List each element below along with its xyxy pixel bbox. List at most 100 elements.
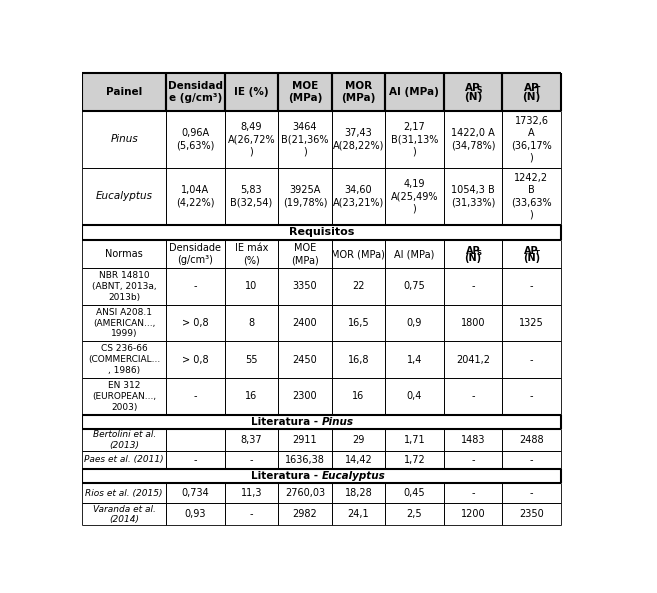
Text: 1483: 1483 [461, 435, 485, 445]
Text: 2,5: 2,5 [407, 509, 422, 519]
Text: IE (%): IE (%) [234, 87, 269, 97]
Bar [82, 378, 166, 415]
Bar [385, 240, 443, 268]
Bar [332, 503, 385, 525]
Text: 1200: 1200 [461, 509, 486, 519]
Bar [82, 342, 166, 378]
Text: 2488: 2488 [519, 435, 544, 445]
Bar [385, 111, 443, 168]
Text: 1054,3 B
(31,33%): 1054,3 B (31,33%) [451, 186, 495, 208]
Bar [385, 74, 443, 111]
Bar [502, 268, 560, 305]
Text: 14,42: 14,42 [344, 455, 373, 465]
Bar [443, 74, 502, 111]
Text: Requisitos: Requisitos [288, 228, 354, 237]
Bar [443, 268, 502, 305]
Text: 22: 22 [352, 282, 365, 291]
Bar [166, 305, 225, 342]
Text: 8,37: 8,37 [240, 435, 262, 445]
Text: (N): (N) [523, 253, 540, 263]
Bar [166, 429, 225, 451]
Bar [225, 503, 278, 525]
Bar [443, 111, 502, 168]
Bar [502, 111, 560, 168]
Text: T: T [535, 250, 540, 256]
Text: MOE
(MPa): MOE (MPa) [288, 81, 322, 103]
Text: 2041,2: 2041,2 [456, 355, 490, 365]
Bar [82, 451, 166, 468]
Bar [502, 74, 560, 111]
Bar [82, 305, 166, 342]
Text: -: - [194, 282, 197, 291]
Text: 37,43
A(28,22%): 37,43 A(28,22%) [332, 129, 384, 151]
Bar [332, 483, 385, 503]
Text: Literatura -: Literatura - [251, 471, 321, 481]
Text: 1,4: 1,4 [407, 355, 422, 365]
Bar [82, 168, 166, 225]
Bar [82, 429, 166, 451]
Text: AI (MPa): AI (MPa) [394, 249, 434, 259]
Bar [166, 240, 225, 268]
Bar [278, 74, 332, 111]
Text: Bertolini et al.
(2013): Bertolini et al. (2013) [93, 431, 156, 450]
Bar [278, 378, 332, 415]
Bar [225, 268, 278, 305]
Text: 3925A
(19,78%): 3925A (19,78%) [283, 186, 327, 208]
Text: MOR (MPa): MOR (MPa) [331, 249, 385, 259]
Text: 1732,6
A
(36,17%
): 1732,6 A (36,17% ) [511, 116, 552, 162]
Bar [502, 429, 560, 451]
Bar [166, 451, 225, 468]
Bar [443, 342, 502, 378]
Bar [166, 483, 225, 503]
Text: Densidade
(g/cm³): Densidade (g/cm³) [170, 243, 221, 265]
Bar [443, 305, 502, 342]
Text: Pinus: Pinus [110, 135, 138, 145]
Text: -: - [471, 455, 474, 465]
Bar [502, 240, 560, 268]
Bar [332, 240, 385, 268]
Text: 1325: 1325 [519, 318, 544, 328]
Bar [502, 503, 560, 525]
Text: 8,49
A(26,72%
): 8,49 A(26,72% ) [227, 123, 275, 157]
Bar [443, 378, 502, 415]
Bar [332, 305, 385, 342]
Text: MOE
(MPa): MOE (MPa) [291, 243, 319, 265]
Bar [332, 111, 385, 168]
Bar [166, 268, 225, 305]
Text: 3350: 3350 [292, 282, 317, 291]
Text: NBR 14810
(ABNT, 2013a,
2013b): NBR 14810 (ABNT, 2013a, 2013b) [92, 271, 156, 302]
Text: Varanda et al.
(2014): Varanda et al. (2014) [93, 505, 156, 524]
Bar [278, 268, 332, 305]
Text: MOR
(MPa): MOR (MPa) [341, 81, 376, 103]
Bar [502, 451, 560, 468]
Bar [82, 225, 561, 240]
Text: 24,1: 24,1 [348, 509, 369, 519]
Bar [502, 483, 560, 503]
Text: Pinus: Pinus [321, 417, 353, 427]
Bar [225, 378, 278, 415]
Text: 18,28: 18,28 [344, 488, 373, 498]
Bar [443, 503, 502, 525]
Text: Densidad
e (g/cm³): Densidad e (g/cm³) [168, 81, 223, 103]
Bar [82, 483, 166, 503]
Text: 55: 55 [245, 355, 258, 365]
Text: -: - [471, 391, 474, 401]
Text: 0,734: 0,734 [181, 488, 210, 498]
Bar [385, 168, 443, 225]
Bar [385, 268, 443, 305]
Text: > 0,8: > 0,8 [182, 355, 209, 365]
Bar [225, 451, 278, 468]
Text: 16: 16 [245, 391, 258, 401]
Text: 8: 8 [248, 318, 254, 328]
Bar [385, 378, 443, 415]
Text: 0,75: 0,75 [403, 282, 425, 291]
Bar [225, 240, 278, 268]
Bar [443, 168, 502, 225]
Text: 0,45: 0,45 [403, 488, 425, 498]
Text: 4,19
A(25,49%
): 4,19 A(25,49% ) [391, 179, 438, 213]
Text: > 0,8: > 0,8 [182, 318, 209, 328]
Bar [278, 168, 332, 225]
Bar [166, 342, 225, 378]
Bar [278, 483, 332, 503]
Bar [225, 74, 278, 111]
